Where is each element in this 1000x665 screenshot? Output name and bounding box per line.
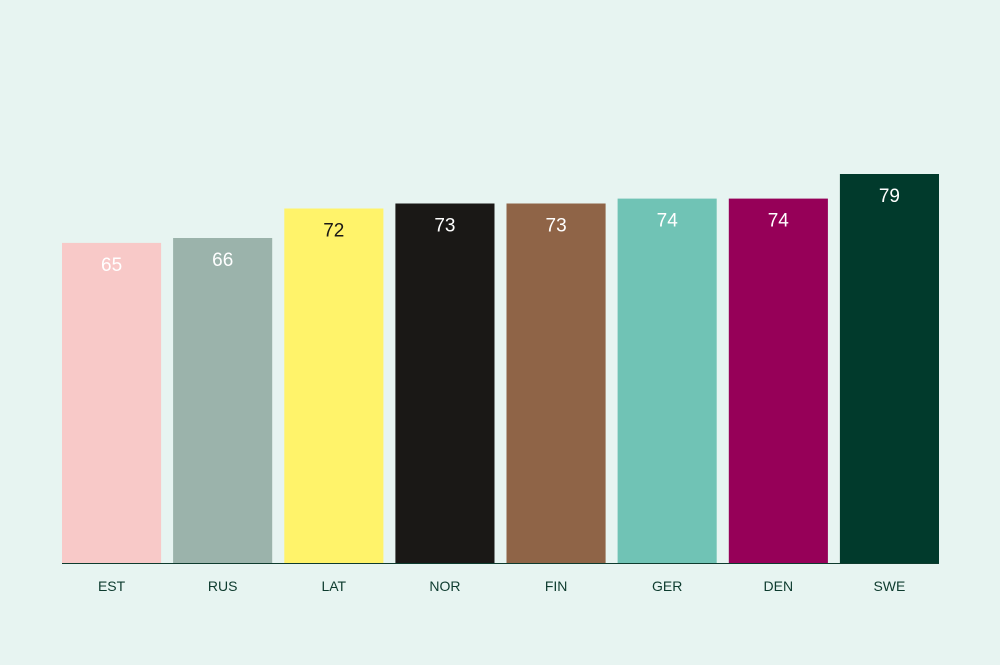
data-label-fin: 73 [546, 216, 567, 237]
data-label-rus: 66 [212, 250, 233, 271]
bar-nor [395, 203, 495, 563]
x-tick-label-swe: SWE [873, 578, 905, 594]
data-label-ger: 74 [657, 211, 679, 232]
data-label-lat: 72 [323, 221, 344, 242]
data-label-swe: 79 [879, 186, 900, 207]
x-tick-label-ger: GER [652, 578, 682, 594]
x-tick-labels-group: EST RUS LAT NOR FIN GER DEN SWE [98, 578, 905, 594]
bar-fin [506, 203, 606, 563]
x-tick-label-den: DEN [764, 578, 794, 594]
data-labels-group: 65 66 72 73 73 74 74 79 [101, 186, 900, 276]
x-tick-label-nor: NOR [429, 578, 460, 594]
bar-est [62, 242, 162, 563]
data-label-est: 65 [101, 255, 122, 276]
bars-group [62, 174, 939, 563]
x-tick-label-fin: FIN [545, 578, 568, 594]
x-tick-label-rus: RUS [208, 578, 238, 594]
bar-den [728, 198, 828, 563]
x-tick-label-est: EST [98, 578, 126, 594]
data-label-den: 74 [768, 211, 790, 232]
bar-ger [617, 198, 717, 563]
bar-swe [839, 174, 939, 563]
x-tick-label-lat: LAT [321, 578, 346, 594]
bar-rus [173, 238, 273, 563]
data-label-nor: 73 [434, 216, 455, 237]
bar-lat [284, 208, 384, 563]
